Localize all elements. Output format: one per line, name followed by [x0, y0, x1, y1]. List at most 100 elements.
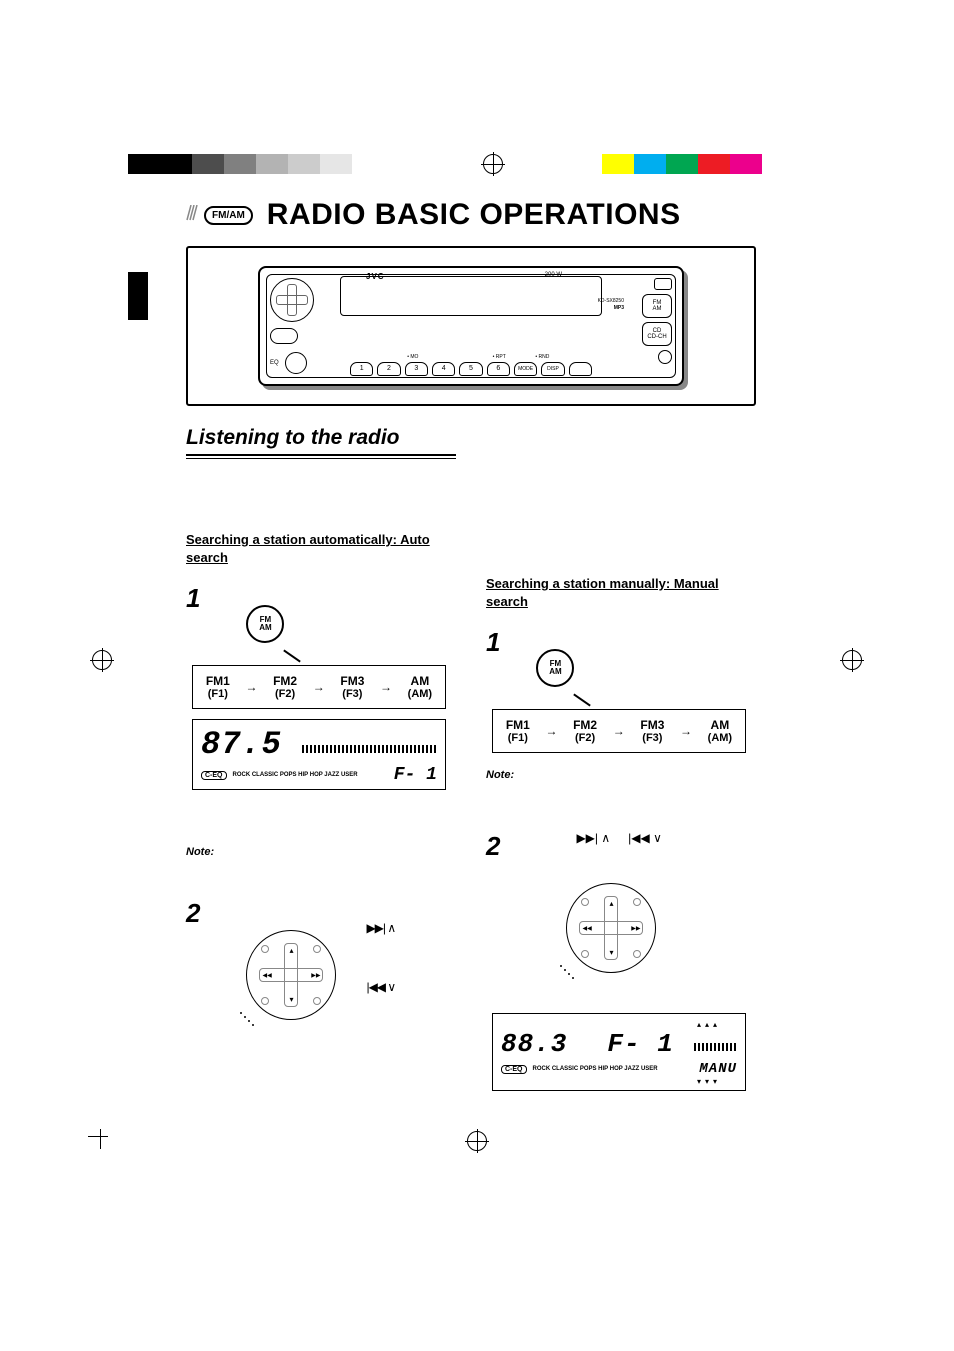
- band-item: FM1(F1): [206, 674, 230, 700]
- section-heading: Listening to the radio: [186, 426, 756, 450]
- dpad-icon: [270, 278, 314, 322]
- band-cycle-diagram: FM1(F1)→FM2(F2)→FM3(F3)→AM(AM): [192, 665, 446, 709]
- auto-search-column: Searching a station automatically: Auto …: [186, 531, 456, 1101]
- pointer-line-icon: [574, 694, 592, 707]
- stereo-illustration-frame: JVC 200 W EQ FM AM: [186, 246, 756, 406]
- note-label: Note:: [486, 769, 756, 781]
- preset-labels: • MO• RPT• RND: [350, 354, 562, 360]
- band-item: FM2(F2): [573, 718, 597, 744]
- fm-am-button-illustration: FM AM: [536, 649, 586, 699]
- color-swatch: [288, 154, 320, 174]
- content-area: FM/AM RADIO BASIC OPERATIONS JVC 200 W: [186, 198, 756, 1101]
- cd-button-icon: CD CD-CH: [642, 322, 672, 346]
- title-row: FM/AM RADIO BASIC OPERATIONS: [186, 198, 756, 232]
- lcd-band: F- 1: [607, 1029, 673, 1059]
- color-swatch: [666, 154, 698, 174]
- mode-button-icon: DISP: [541, 362, 564, 376]
- color-swatch: [160, 154, 192, 174]
- manual-step-2: 2 ▶▶| ∧ |◀◀ ∨ ◀◀▶▶ ▴▾: [486, 831, 756, 993]
- band-cycle-diagram: FM1(F1)→FM2(F2)→FM3(F3)→AM(AM): [492, 709, 746, 753]
- color-swatch: [730, 154, 762, 174]
- motion-dots-icon: [236, 1000, 266, 1030]
- stereo-left-controls: EQ: [270, 278, 330, 368]
- auto-step-1: 1 FM AM: [186, 583, 456, 665]
- arrow-right-icon: →: [545, 724, 557, 738]
- registration-mark-icon: [483, 154, 503, 174]
- fm-am-circle-icon: FM AM: [536, 649, 574, 687]
- heading-rule: [186, 454, 456, 459]
- reg-swatches-left: [128, 154, 384, 174]
- badge-text: FM/AM: [204, 206, 253, 225]
- fm-am-button-illustration: FM AM: [246, 605, 296, 655]
- number-buttons-row: 123456 MODE DISP: [350, 362, 592, 376]
- step-number: 1: [186, 583, 212, 614]
- seek-back-icon: |◀◀ ∨: [628, 831, 662, 845]
- color-swatch: [602, 154, 634, 174]
- color-swatch: [192, 154, 224, 174]
- page-title: RADIO BASIC OPERATIONS: [267, 198, 681, 232]
- fm-am-circle-icon: FM AM: [246, 605, 284, 643]
- note-label: Note:: [186, 846, 456, 858]
- lcd-bars-icon: [694, 1043, 737, 1051]
- manu-indicator: MANU: [699, 1061, 737, 1077]
- band-item: FM2(F2): [273, 674, 297, 700]
- reg-swatches-right: [602, 154, 826, 174]
- registration-mark-right-icon: [842, 650, 862, 670]
- color-swatch: [320, 154, 352, 174]
- mode-button-icon: MODE: [514, 362, 537, 376]
- seek-forward-icon: ▶▶| ∧: [576, 831, 610, 845]
- seek-back-icon: |◀◀ ∨: [366, 973, 395, 1002]
- lcd-frequency: 87.5: [201, 726, 282, 763]
- stereo-model-text: KD-SX8250 MP3: [598, 298, 624, 312]
- page-number-area: [186, 1118, 216, 1134]
- pointer-line-icon: [284, 650, 302, 663]
- ceq-badge: C-EQ: [201, 771, 227, 780]
- lcd-display-manual: ▴▴▴ 88.3 F- 1 C-EQ ROCK CLASSIC POPS HIP…: [492, 1013, 746, 1091]
- eq-preset-labels: ROCK CLASSIC POPS HIP HOP JAZZ USER: [533, 1066, 658, 1072]
- fm-am-badge: FM/AM: [186, 205, 253, 226]
- preset-button-icon: 2: [377, 362, 400, 376]
- preset-button-icon: 4: [432, 362, 455, 376]
- color-swatch: [794, 154, 826, 174]
- eq-preset-labels: ROCK CLASSIC POPS HIP HOP JAZZ USER: [233, 772, 358, 778]
- mode-button-icon: [569, 362, 592, 376]
- crop-mark-icon: [100, 1113, 124, 1137]
- band-item: FM3(F3): [340, 674, 364, 700]
- lcd-display-auto: 87.5 C-EQ ROCK CLASSIC POPS HIP HOP JAZZ…: [192, 719, 446, 790]
- preset-button-icon: 3: [405, 362, 428, 376]
- control-dial-illustration: ◀◀▶▶ ▴▾: [236, 920, 346, 1030]
- color-swatch: [352, 154, 384, 174]
- arrow-right-icon: →: [380, 680, 392, 694]
- arrow-right-icon: →: [613, 724, 625, 738]
- fm-am-button-icon: FM AM: [642, 294, 672, 318]
- manual-search-heading: Searching a station manually: Manual sea…: [486, 575, 756, 611]
- lcd-band: F- 1: [394, 765, 437, 785]
- color-swatch: [698, 154, 730, 174]
- preset-button-icon: 5: [459, 362, 482, 376]
- registration-mark-left-icon: [92, 650, 112, 670]
- knob-icon: [285, 352, 307, 374]
- arrow-right-icon: →: [680, 724, 692, 738]
- lcd-bars-icon: [302, 745, 437, 753]
- color-swatch: [634, 154, 666, 174]
- car-stereo-illustration: JVC 200 W EQ FM AM: [258, 266, 684, 386]
- registration-mark-bottom-icon: [467, 1131, 487, 1151]
- sel-button-icon: [270, 328, 298, 344]
- reg-center: [384, 154, 602, 174]
- color-swatch: [224, 154, 256, 174]
- stereo-lcd: [340, 276, 602, 316]
- preset-button-icon: 6: [487, 362, 510, 376]
- color-swatch: [256, 154, 288, 174]
- page-side-tab: [128, 272, 148, 320]
- band-item: AM(AM): [708, 718, 732, 744]
- aux-icon: [658, 350, 672, 364]
- auto-step-2: 2 ◀◀▶▶ ▴▾: [186, 898, 456, 1040]
- seek-icons: ▶▶| ∧ |◀◀ ∨: [354, 914, 395, 1002]
- flash-arrows-up-icon: ▴▴▴: [501, 1020, 737, 1029]
- manual-search-column: Searching a station manually: Manual sea…: [486, 531, 756, 1101]
- step-number: 2: [486, 831, 512, 862]
- seek-forward-icon: ▶▶| ∧: [366, 914, 395, 943]
- color-swatch: [128, 154, 160, 174]
- preset-button-icon: 1: [350, 362, 373, 376]
- eq-label: EQ: [270, 360, 279, 366]
